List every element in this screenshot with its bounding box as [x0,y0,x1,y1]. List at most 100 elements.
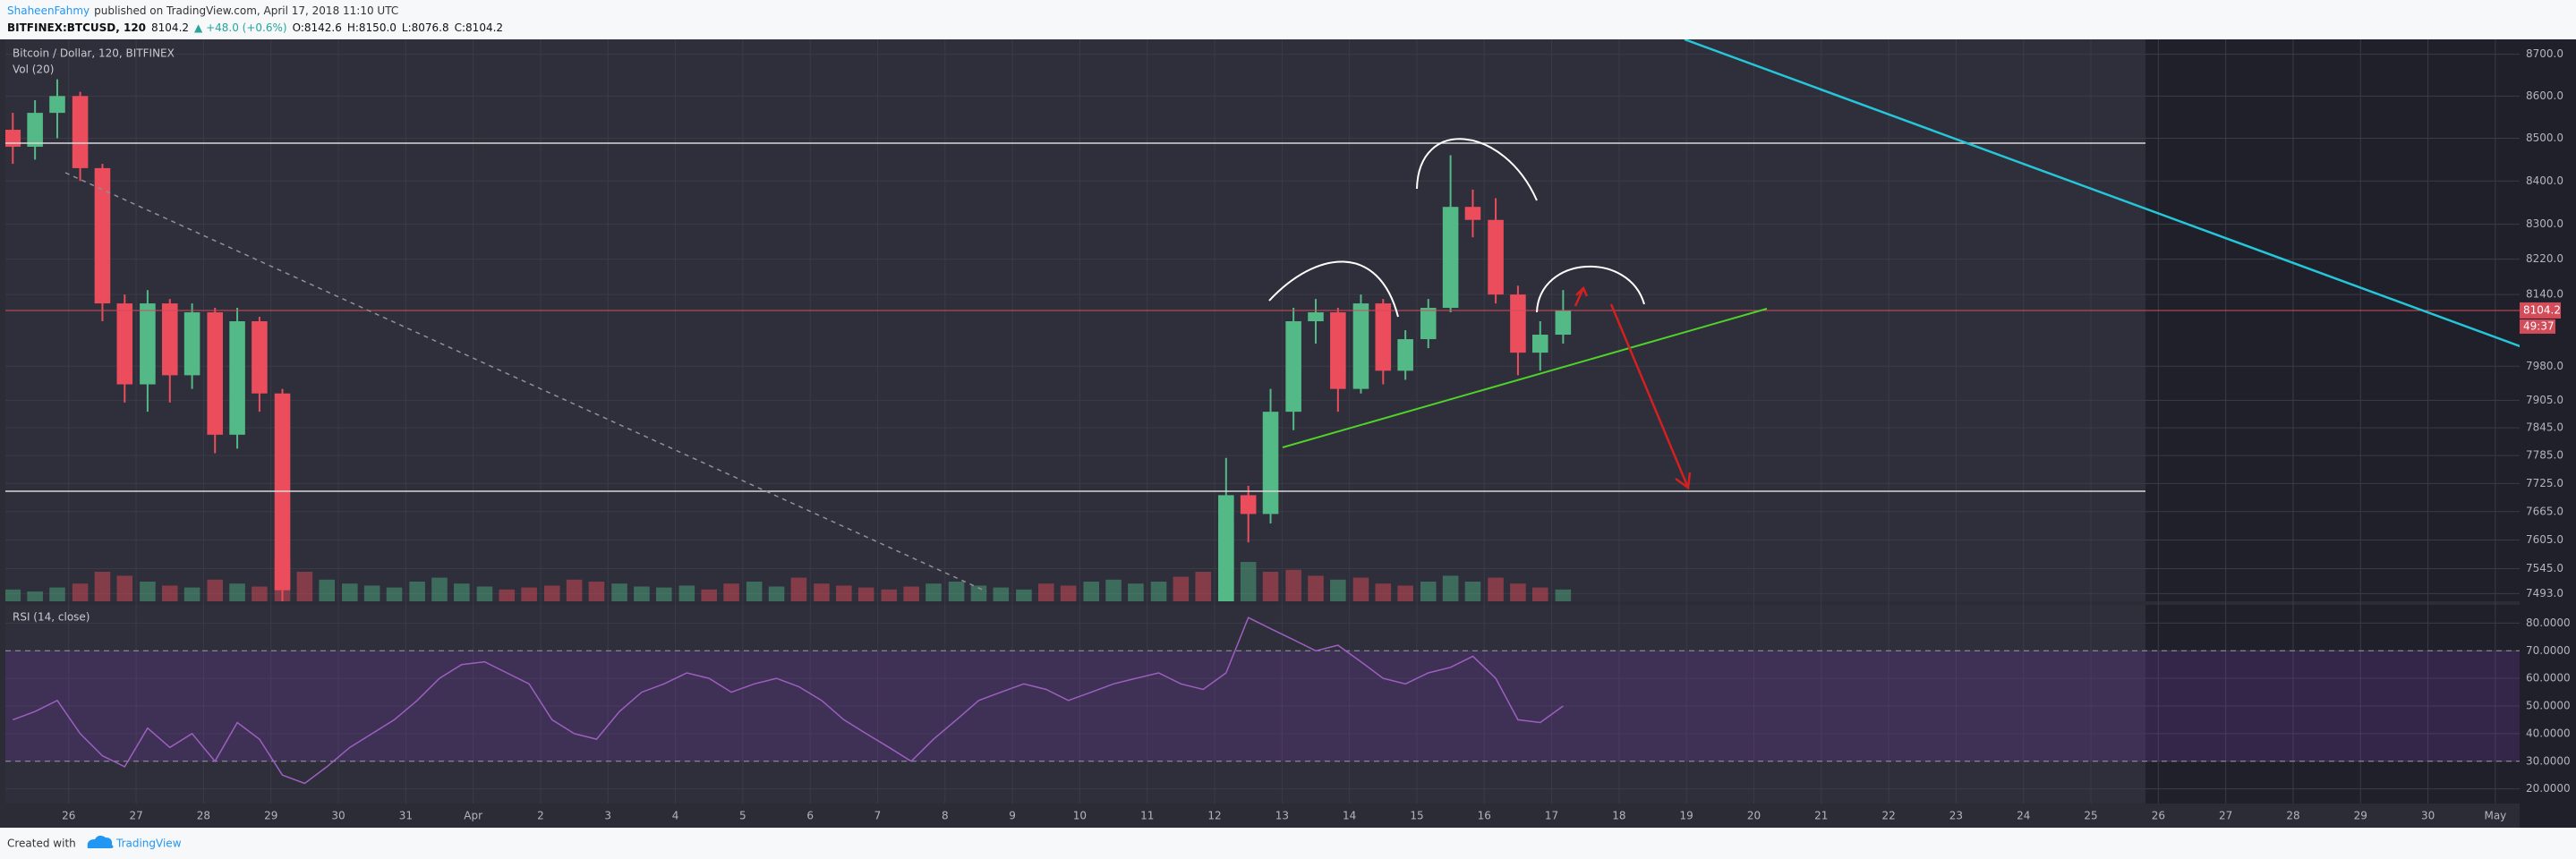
volume-bar [1510,583,1526,601]
candle-body [1488,219,1504,295]
x-tick-label: 4 [672,810,679,822]
y-tick-label: 7845.0 [2526,421,2563,434]
y-tick-label: 8220.0 [2526,252,2563,265]
right-shoulder [1536,266,1645,313]
x-tick-label: 2 [537,810,544,822]
x-tick-label: 26 [2152,810,2165,822]
volume-bar [611,583,627,601]
x-tick-label: 9 [1009,810,1016,822]
candle-body [5,130,21,148]
volume-bar [588,582,605,601]
candle-body [49,96,65,114]
volume-bar [881,589,898,601]
volume-bar [229,583,245,601]
candle-body [1510,294,1526,353]
symbol: BITFINEX:BTCUSD, 120 [7,21,146,34]
x-tick-label: May [2484,810,2506,822]
candle-body [140,303,156,385]
x-tick-label: 3 [604,810,611,822]
x-tick-label: Apr [464,810,482,822]
y-tick-label: 8700.0 [2526,47,2563,60]
published: published on TradingView.com, April 17, … [94,4,398,17]
drawings [5,39,2520,592]
volume-bar [1037,583,1054,601]
y-tick-label: 7980.0 [2526,360,2563,372]
volume-bar [1105,579,1122,601]
header-line: BITFINEX:BTCUSD, 120 8104.2 ▲ +48.0 (+0.6%… [7,21,503,34]
y-tick-label: 40.0000 [2526,727,2571,739]
price-axis [2520,39,2576,828]
x-tick-label: 27 [129,810,142,822]
x-tick-label: 28 [197,810,210,822]
volume-bar [1375,583,1392,601]
x-tick-label: 28 [2286,810,2299,822]
x-tick-label: 7 [874,810,882,822]
volume-bar [1531,587,1548,601]
candle-body [27,113,43,148]
y-tick-label: 7605.0 [2526,533,2563,546]
arrow [1574,285,1589,307]
volume-bar [1442,575,1459,601]
y-tick-label: 7665.0 [2526,505,2563,517]
volume-bar [296,572,313,601]
y-tick-label: 7785.0 [2526,449,2563,462]
y-tick-label: 8600.0 [2526,89,2563,102]
volume-bar [1016,589,1032,601]
volume-bar [634,586,650,601]
header-line: ShaheenFahmy published on TradingView.com… [7,4,398,17]
volume-bar [72,583,89,601]
y-tick-label: 7493.0 [2526,587,2563,600]
volume-bar [836,585,852,601]
volume-bar [342,583,358,601]
volume-bar [319,579,336,601]
volume-bar [903,586,919,601]
price-series [5,79,1572,601]
volume-bar [1195,572,1212,601]
y-tick-label: 8300.0 [2526,217,2563,230]
x-tick-label: 29 [2354,810,2367,822]
volume-bar [1083,582,1100,601]
author[interactable]: ShaheenFahmy [7,4,90,17]
volume-bar [207,579,223,601]
price-pane [5,39,2520,601]
y-tick-label: 8140.0 [2526,288,2563,301]
candle-body [1420,308,1437,340]
grid [5,39,2520,804]
marks [5,79,2520,785]
close: C:8104.2 [455,21,503,34]
trend-line [1684,39,2520,348]
volume-bar [116,575,133,601]
candle-body [1375,303,1392,371]
volume-bar [1308,575,1324,601]
x-tick-label: 14 [1343,810,1356,822]
last: 8104.2 [151,21,189,34]
candle-body [1262,412,1279,515]
volume-bar [925,583,942,601]
volume-bar [543,585,560,601]
high: H:8150.0 [347,21,397,34]
rsi-pane [5,605,2520,804]
x-tick-label: 20 [1747,810,1761,822]
candle-body [1442,207,1459,309]
candle-body [229,321,245,435]
volume-bar [27,591,43,601]
header-bg [0,0,2576,39]
volume-bar [768,586,785,601]
footer-text: Created with [7,838,76,850]
logo [87,835,114,848]
volume-bar [363,585,380,601]
x-tick-label: 22 [1881,810,1895,822]
volume-bar [723,583,739,601]
volume-bar [1262,572,1279,601]
y-tick-label: 30.0000 [2526,754,2571,767]
rsi-title: RSI (14, close) [13,611,90,624]
brand[interactable]: TradingView [115,838,182,850]
candle-body [1397,339,1413,371]
candle-body [94,167,111,304]
volume-bar [970,585,987,601]
x-tick-label: 29 [264,810,277,822]
volume-bar [1060,585,1077,601]
y-tick-label: 50.0000 [2526,700,2571,712]
volume-bar [790,577,807,601]
countdown-tag [2520,319,2555,334]
